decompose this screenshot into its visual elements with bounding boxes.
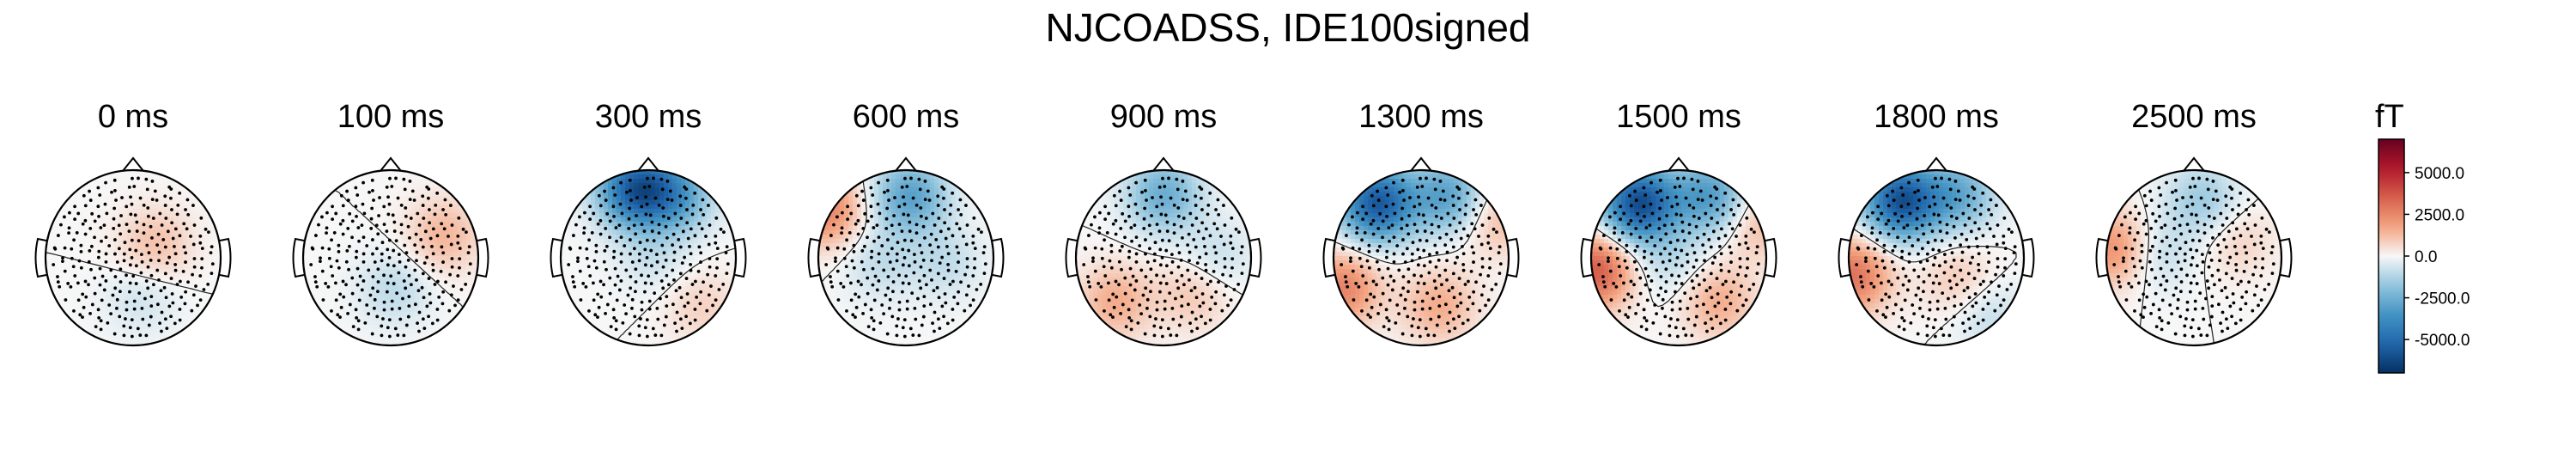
time-label: 1800 ms (1874, 99, 1999, 135)
sensor-dots (2112, 176, 2275, 339)
left-ear-outline (1065, 237, 1078, 278)
topomap-1: 100 ms (292, 99, 489, 347)
sensor-dots (1597, 176, 1760, 339)
topomap-5: 1300 ms (1322, 99, 1520, 347)
colorbar-tick-label: 0.0 (2415, 248, 2437, 266)
right-ear-outline (734, 237, 747, 278)
colorbar-tick-label: 5000.0 (2415, 165, 2464, 183)
right-ear-outline (477, 237, 489, 278)
left-ear-outline (34, 237, 47, 278)
left-ear-outline (807, 237, 820, 278)
topomap-0: 0 ms (34, 99, 232, 347)
nose-outline (1668, 156, 1690, 172)
topomap-6: 1500 ms (1580, 99, 1777, 347)
left-ear-outline (1580, 237, 1593, 278)
right-ear-outline (1507, 237, 1520, 278)
sensor-dots (567, 176, 730, 339)
head-outline (2105, 168, 2283, 347)
sensor-dots (1340, 176, 1503, 339)
colorbar-unit-label: fT (2375, 99, 2404, 135)
time-label: 300 ms (595, 99, 702, 135)
topomap-row: 0 ms 100 ms 300 ms 600 ms 900 ms 1300 ms 1500 … (34, 99, 2293, 347)
topomap-2: 300 ms (550, 99, 747, 347)
nose-outline (1410, 156, 1432, 172)
time-label: 600 ms (853, 99, 960, 135)
head-outline (817, 168, 995, 347)
nose-outline (2183, 156, 2205, 172)
field-map (303, 170, 478, 345)
head-outline (1589, 168, 1768, 347)
colorbar-gradient (2378, 138, 2405, 374)
colorbar-tick-label: 2500.0 (2415, 206, 2464, 224)
head-outline (301, 168, 480, 347)
time-label: 0 ms (98, 99, 168, 135)
sensor-dots (824, 176, 987, 339)
time-label: 100 ms (337, 99, 445, 135)
sensor-dots (309, 176, 472, 339)
nose-outline (380, 156, 402, 172)
topomap-4: 900 ms (1065, 99, 1262, 347)
head-outline (1332, 168, 1510, 347)
right-ear-outline (2280, 237, 2293, 278)
time-label: 1300 ms (1358, 99, 1484, 135)
colorbar-tick-label: -2500.0 (2415, 290, 2470, 308)
sensor-dots (1855, 176, 2018, 339)
left-ear-outline (2095, 237, 2108, 278)
right-ear-outline (219, 237, 232, 278)
nose-outline (637, 156, 659, 172)
nose-outline (122, 156, 144, 172)
right-ear-outline (1249, 237, 1262, 278)
sensor-dots (1082, 176, 1245, 339)
right-ear-outline (1765, 237, 1777, 278)
nose-outline (1925, 156, 1947, 172)
head-outline (559, 168, 738, 347)
left-ear-outline (550, 237, 562, 278)
topomap-3: 600 ms (807, 99, 1005, 347)
sensor-dots (52, 176, 215, 339)
nose-outline (1152, 156, 1175, 172)
colorbar: fT 5000.0 2500.0 0.0 -2500.0 -5000.0 (2375, 99, 2470, 374)
time-label: 2500 ms (2131, 99, 2257, 135)
left-ear-outline (1838, 237, 1850, 278)
head-outline (1847, 168, 2026, 347)
left-ear-outline (1322, 237, 1335, 278)
figure-title: NJCOADSS, IDE100signed (1045, 5, 1531, 50)
head-outline (44, 168, 222, 347)
nose-outline (895, 156, 917, 172)
head-outline (1074, 168, 1253, 347)
topomap-7: 1800 ms (1838, 99, 2035, 347)
right-ear-outline (2022, 237, 2035, 278)
time-label: 1500 ms (1616, 99, 1741, 135)
colorbar-tick-label: -5000.0 (2415, 332, 2470, 350)
left-ear-outline (292, 237, 305, 278)
zero-contour (611, 247, 736, 345)
right-ear-outline (992, 237, 1005, 278)
topomap-8: 2500 ms (2095, 99, 2293, 347)
time-label: 900 ms (1110, 99, 1218, 135)
